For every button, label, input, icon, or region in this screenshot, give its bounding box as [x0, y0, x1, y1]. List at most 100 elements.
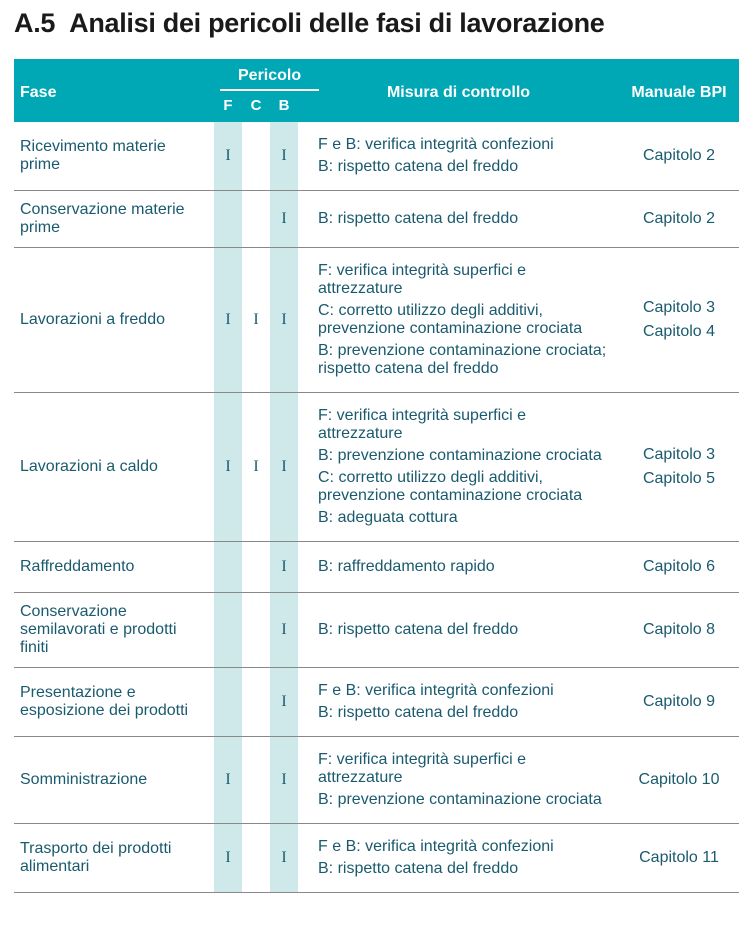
manuale-line: Capitolo 8 [625, 621, 733, 639]
cell-pericolo-f: I [214, 393, 242, 542]
manuale-line: Capitolo 2 [625, 210, 733, 228]
table-row: Lavorazioni a caldoIIIF: verifica integr… [14, 393, 739, 542]
misura-line: B: prevenzione contaminazione crociata; … [318, 342, 613, 378]
cell-manuale: Capitolo 2 [619, 191, 739, 248]
cell-fase: Conservazione materie prime [14, 191, 214, 248]
table-row: Conservazione semilavorati e prodotti fi… [14, 593, 739, 668]
misura-line: B: raffreddamento rapido [318, 558, 613, 576]
hazard-table: Fase Pericolo Misura di controllo Manual… [14, 59, 739, 893]
cell-pericolo-f: I [214, 248, 242, 393]
header-pericolo-group: Pericolo [214, 59, 298, 95]
cell-fase: Lavorazioni a freddo [14, 248, 214, 393]
misura-line: B: rispetto catena del freddo [318, 621, 613, 639]
misura-line: B: rispetto catena del freddo [318, 158, 613, 176]
cell-pericolo-f: I [214, 737, 242, 824]
page-root: A.5 Analisi dei pericoli delle fasi di la… [0, 0, 753, 913]
cell-misura: F e B: verifica integrità confezioni B: r… [298, 824, 619, 893]
misura-line: F: verifica integrità superfici e attrez… [318, 407, 613, 443]
title-text: Analisi dei pericoli delle fasi di lavor… [69, 8, 604, 38]
table-body: Ricevimento materie primeIIF e B: verifi… [14, 122, 739, 893]
table-row: Trasporto dei prodotti alimentariIIF e B… [14, 824, 739, 893]
cell-pericolo-b: I [270, 248, 298, 393]
cell-pericolo-f [214, 542, 242, 593]
cell-pericolo-c: I [242, 248, 270, 393]
cell-pericolo-c [242, 122, 270, 191]
cell-pericolo-b: I [270, 542, 298, 593]
cell-misura: F: verifica integrità superfici e attrez… [298, 393, 619, 542]
cell-pericolo-f [214, 668, 242, 737]
cell-pericolo-f: I [214, 122, 242, 191]
misura-line: F: verifica integrità superfici e attrez… [318, 262, 613, 298]
manuale-line: Capitolo 5 [625, 470, 733, 488]
misura-line: F e B: verifica integrità confezioni [318, 682, 613, 700]
misura-line: B: rispetto catena del freddo [318, 704, 613, 722]
cell-pericolo-c [242, 593, 270, 668]
cell-pericolo-c [242, 542, 270, 593]
cell-pericolo-c [242, 668, 270, 737]
header-manuale: Manuale BPI [619, 59, 739, 122]
cell-pericolo-b: I [270, 737, 298, 824]
cell-misura: B: rispetto catena del freddo [298, 593, 619, 668]
cell-pericolo-b: I [270, 593, 298, 668]
table-row: Lavorazioni a freddoIIIF: verifica integ… [14, 248, 739, 393]
header-pericolo-f: F [214, 95, 242, 122]
cell-pericolo-c [242, 191, 270, 248]
table-row: Conservazione materie prime I B: rispetto … [14, 191, 739, 248]
header-misura: Misura di controllo [298, 59, 619, 122]
cell-fase: Presentazione e esposizione dei prodotti [14, 668, 214, 737]
header-pericolo-b: B [270, 95, 298, 122]
cell-pericolo-f: I [214, 824, 242, 893]
cell-manuale: Capitolo 3 Capitolo 4 [619, 248, 739, 393]
misura-line: B: prevenzione contaminazione crociata [318, 447, 613, 465]
page-title: A.5 Analisi dei pericoli delle fasi di la… [14, 8, 739, 39]
manuale-line: Capitolo 2 [625, 147, 733, 165]
cell-pericolo-b: I [270, 191, 298, 248]
cell-misura: F: verifica integrità superfici e attrez… [298, 248, 619, 393]
cell-fase: Lavorazioni a caldo [14, 393, 214, 542]
cell-fase: Conservazione semilavorati e prodotti fi… [14, 593, 214, 668]
cell-pericolo-c [242, 824, 270, 893]
table-row: Raffreddamento I B: raffreddamento rapido C… [14, 542, 739, 593]
misura-line: F e B: verifica integrità confezioni [318, 838, 613, 856]
misura-line: B: rispetto catena del freddo [318, 860, 613, 878]
cell-fase: Somministrazione [14, 737, 214, 824]
header-pericolo-c: C [242, 95, 270, 122]
cell-manuale: Capitolo 9 [619, 668, 739, 737]
cell-manuale: Capitolo 3Capitolo 5 [619, 393, 739, 542]
cell-pericolo-b: I [270, 393, 298, 542]
cell-pericolo-b: I [270, 122, 298, 191]
cell-manuale: Capitolo 2 [619, 122, 739, 191]
misura-line: C: corretto utilizzo degli additivi, pre… [318, 469, 613, 505]
cell-fase: Trasporto dei prodotti alimentari [14, 824, 214, 893]
cell-misura: F e B: verifica integrità confezioni B: r… [298, 122, 619, 191]
cell-pericolo-b: I [270, 668, 298, 737]
misura-line: F e B: verifica integrità confezioni [318, 136, 613, 154]
misura-line: C: corretto utilizzo degli additivi, pre… [318, 302, 613, 338]
misura-line: B: rispetto catena del freddo [318, 210, 613, 228]
cell-manuale: Capitolo 11 [619, 824, 739, 893]
table-row: Presentazione e esposizione dei prodotti… [14, 668, 739, 737]
cell-misura: B: raffreddamento rapido [298, 542, 619, 593]
cell-fase: Raffreddamento [14, 542, 214, 593]
cell-manuale: Capitolo 8 [619, 593, 739, 668]
cell-pericolo-c: I [242, 393, 270, 542]
cell-pericolo-c [242, 737, 270, 824]
cell-fase: Ricevimento materie prime [14, 122, 214, 191]
cell-pericolo-f [214, 191, 242, 248]
manuale-line: Capitolo 11 [625, 849, 733, 867]
misura-line: B: prevenzione contaminazione crociata [318, 791, 613, 809]
table-row: Ricevimento materie primeIIF e B: verifi… [14, 122, 739, 191]
table-head: Fase Pericolo Misura di controllo Manual… [14, 59, 739, 122]
manuale-line: Capitolo 4 [625, 323, 733, 341]
cell-misura: B: rispetto catena del freddo [298, 191, 619, 248]
cell-manuale: Capitolo 6 [619, 542, 739, 593]
manuale-line: Capitolo 3 [625, 299, 733, 317]
table-row: SomministrazioneIIF: verifica integrità … [14, 737, 739, 824]
manuale-line: Capitolo 6 [625, 558, 733, 576]
manuale-line: Capitolo 9 [625, 693, 733, 711]
cell-manuale: Capitolo 10 [619, 737, 739, 824]
header-pericolo-label: Pericolo [220, 67, 319, 91]
header-fase: Fase [14, 59, 214, 122]
title-section: A.5 [14, 8, 55, 38]
cell-pericolo-b: I [270, 824, 298, 893]
